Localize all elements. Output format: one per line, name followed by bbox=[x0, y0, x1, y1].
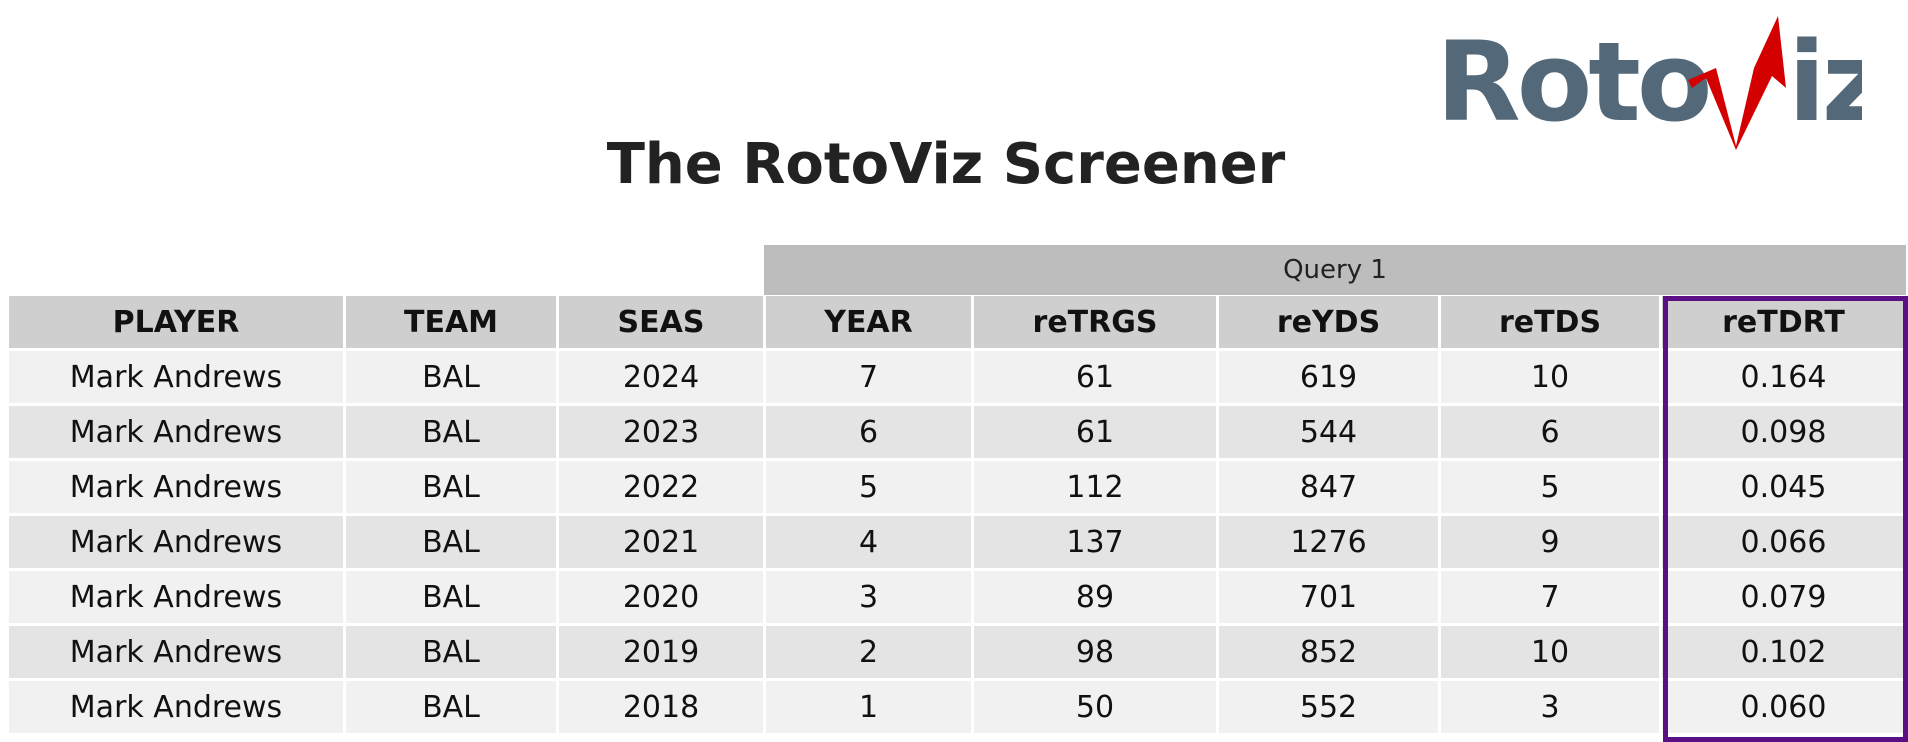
cell-reyds: 852 bbox=[1219, 626, 1438, 681]
cell-seas: 2019 bbox=[559, 626, 763, 681]
cell-retdrt: 0.098 bbox=[1662, 406, 1905, 461]
cell-retrgs: 61 bbox=[974, 351, 1216, 406]
cell-player: Mark Andrews bbox=[9, 516, 343, 571]
cell-retrgs: 112 bbox=[974, 461, 1216, 516]
cell-retds: 9 bbox=[1441, 516, 1659, 571]
cell-year: 2 bbox=[766, 626, 971, 681]
cell-team: BAL bbox=[346, 516, 556, 571]
col-header-reyds: reYDS bbox=[1219, 296, 1438, 351]
table-row: Mark Andrews BAL 2021 4 137 1276 9 0.066 bbox=[9, 516, 1905, 571]
page-title: The RotoViz Screener bbox=[606, 132, 1286, 197]
logo-red-bolt bbox=[1688, 16, 1786, 150]
cell-player: Mark Andrews bbox=[9, 461, 343, 516]
cell-year: 1 bbox=[766, 681, 971, 736]
cell-retdrt: 0.066 bbox=[1662, 516, 1905, 571]
cell-reyds: 619 bbox=[1219, 351, 1438, 406]
col-header-player: PLAYER bbox=[9, 296, 343, 351]
cell-seas: 2018 bbox=[559, 681, 763, 736]
cell-year: 7 bbox=[766, 351, 971, 406]
cell-team: BAL bbox=[346, 626, 556, 681]
col-header-year: YEAR bbox=[766, 296, 971, 351]
cell-seas: 2021 bbox=[559, 516, 763, 571]
rotoviz-logo: Roto iz bbox=[1436, 16, 1862, 150]
cell-retds: 3 bbox=[1441, 681, 1659, 736]
cell-retds: 10 bbox=[1441, 626, 1659, 681]
table-row: Mark Andrews BAL 2018 1 50 552 3 0.060 bbox=[9, 681, 1905, 736]
cell-team: BAL bbox=[346, 681, 556, 736]
table-row: Mark Andrews BAL 2024 7 61 619 10 0.164 bbox=[9, 351, 1905, 406]
cell-player: Mark Andrews bbox=[9, 571, 343, 626]
cell-reyds: 552 bbox=[1219, 681, 1438, 736]
cell-reyds: 701 bbox=[1219, 571, 1438, 626]
cell-player: Mark Andrews bbox=[9, 406, 343, 461]
query-group-header: Query 1 bbox=[764, 245, 1906, 295]
header-row: PLAYER TEAM SEAS YEAR reTRGS reYDS reTDS… bbox=[9, 296, 1905, 351]
cell-retds: 7 bbox=[1441, 571, 1659, 626]
cell-retrgs: 50 bbox=[974, 681, 1216, 736]
cell-player: Mark Andrews bbox=[9, 681, 343, 736]
cell-reyds: 1276 bbox=[1219, 516, 1438, 571]
col-header-team: TEAM bbox=[346, 296, 556, 351]
cell-retrgs: 98 bbox=[974, 626, 1216, 681]
cell-year: 4 bbox=[766, 516, 971, 571]
cell-year: 6 bbox=[766, 406, 971, 461]
table-row: Mark Andrews BAL 2019 2 98 852 10 0.102 bbox=[9, 626, 1905, 681]
cell-team: BAL bbox=[346, 351, 556, 406]
screener-table: PLAYER TEAM SEAS YEAR reTRGS reYDS reTDS… bbox=[6, 296, 1908, 736]
cell-retdrt: 0.045 bbox=[1662, 461, 1905, 516]
cell-retrgs: 61 bbox=[974, 406, 1216, 461]
cell-year: 5 bbox=[766, 461, 971, 516]
cell-reyds: 847 bbox=[1219, 461, 1438, 516]
cell-team: BAL bbox=[346, 461, 556, 516]
cell-retdrt: 0.164 bbox=[1662, 351, 1905, 406]
cell-seas: 2022 bbox=[559, 461, 763, 516]
col-header-seas: SEAS bbox=[559, 296, 763, 351]
svg-text:iz: iz bbox=[1788, 18, 1862, 146]
table-row: Mark Andrews BAL 2020 3 89 701 7 0.079 bbox=[9, 571, 1905, 626]
cell-year: 3 bbox=[766, 571, 971, 626]
cell-retds: 10 bbox=[1441, 351, 1659, 406]
table-row: Mark Andrews BAL 2023 6 61 544 6 0.098 bbox=[9, 406, 1905, 461]
table-row: Mark Andrews BAL 2022 5 112 847 5 0.045 bbox=[9, 461, 1905, 516]
cell-retrgs: 137 bbox=[974, 516, 1216, 571]
col-header-retdrt: reTDRT bbox=[1662, 296, 1905, 351]
cell-seas: 2023 bbox=[559, 406, 763, 461]
cell-seas: 2020 bbox=[559, 571, 763, 626]
cell-team: BAL bbox=[346, 571, 556, 626]
cell-retdrt: 0.079 bbox=[1662, 571, 1905, 626]
cell-player: Mark Andrews bbox=[9, 351, 343, 406]
cell-team: BAL bbox=[346, 406, 556, 461]
col-header-retds: reTDS bbox=[1441, 296, 1659, 351]
col-header-retrgs: reTRGS bbox=[974, 296, 1216, 351]
cell-retdrt: 0.102 bbox=[1662, 626, 1905, 681]
cell-player: Mark Andrews bbox=[9, 626, 343, 681]
cell-retdrt: 0.060 bbox=[1662, 681, 1905, 736]
cell-reyds: 544 bbox=[1219, 406, 1438, 461]
svg-text:Roto: Roto bbox=[1436, 18, 1708, 146]
cell-retrgs: 89 bbox=[974, 571, 1216, 626]
cell-retds: 5 bbox=[1441, 461, 1659, 516]
cell-retds: 6 bbox=[1441, 406, 1659, 461]
cell-seas: 2024 bbox=[559, 351, 763, 406]
